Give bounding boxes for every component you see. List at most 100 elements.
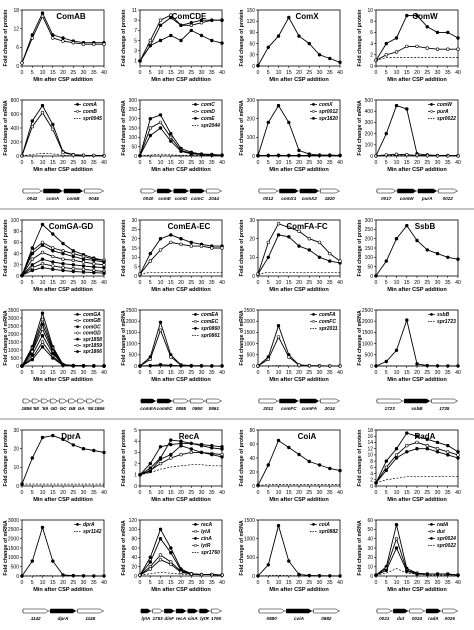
data-point (51, 254, 55, 259)
data-point (199, 444, 204, 448)
series-line-spr0022 (375, 568, 458, 576)
gene-arrow (31, 398, 40, 404)
x-tick-label: 35 (327, 280, 333, 286)
x-tick-label: 30 (81, 490, 87, 496)
y-tick-label: 0 (16, 64, 19, 70)
x-tick-label: 0 (375, 580, 378, 586)
gene-arrow (43, 188, 63, 194)
x-tick-label: 15 (286, 70, 292, 76)
y-tick-label: 2500 (244, 308, 255, 314)
x-tick-label: 0 (375, 160, 378, 166)
data-point (199, 18, 204, 22)
data-point (81, 364, 86, 368)
data-point (446, 47, 450, 51)
data-point (307, 573, 311, 578)
x-tick-label: 25 (188, 490, 194, 496)
y-tick-label: 100 (129, 527, 138, 533)
x-tick-label: 35 (445, 280, 451, 286)
series-line-s2 (139, 271, 222, 275)
x-axis-label: Min after CSP addition (33, 377, 93, 383)
data-point (328, 466, 332, 471)
y-tick-label: 11 (132, 8, 137, 14)
x-tick-label: 15 (286, 490, 292, 496)
legend-label: comEA (201, 312, 219, 318)
x-tick-label: 35 (445, 580, 451, 586)
legend-label: comFA (319, 312, 336, 318)
panel-7-mrna: 0 5 10 15 20 25 30 35 40 0 500 1000 1500 2000 2500 Min … (357, 308, 461, 383)
series-line-ssbB (375, 318, 458, 367)
y-tick-label: 4 (134, 439, 137, 445)
data-point (30, 249, 34, 253)
gene-label: 0024 (412, 616, 423, 621)
legend-marker (430, 109, 433, 113)
y-tick-label: 100 (129, 135, 138, 141)
gene-arrow (279, 398, 299, 404)
gene-label: '59 (42, 406, 49, 411)
legend-label: purA (436, 109, 449, 115)
data-point (446, 453, 450, 457)
data-point (384, 41, 388, 46)
x-tick-label: 20 (178, 370, 184, 376)
legend-marker (312, 102, 315, 106)
data-point (276, 153, 281, 158)
data-point (30, 265, 34, 270)
data-point (425, 447, 429, 451)
y-tick-label: 14 (367, 440, 373, 446)
x-tick-label: 25 (70, 580, 76, 586)
data-point (158, 38, 163, 43)
data-point (394, 50, 399, 54)
x-tick-label: 35 (327, 490, 333, 496)
x-tick-label: 10 (276, 490, 282, 496)
x-tick-label: 15 (168, 280, 174, 286)
x-tick-label: 25 (424, 160, 430, 166)
x-tick-label: 20 (414, 370, 420, 376)
x-tick-label: 20 (178, 490, 184, 496)
x-tick-label: 15 (168, 490, 174, 496)
x-tick-label: 40 (219, 160, 225, 166)
data-point (169, 438, 173, 442)
data-point (287, 153, 291, 158)
gene-label: comC (191, 196, 204, 201)
data-point (199, 33, 204, 38)
y-tick-label: 20 (13, 446, 19, 452)
panel-9-gene-map: lytA 1753 dinF recA cinA lytR 1760 (140, 608, 222, 621)
y-tick-label: 30 (249, 53, 255, 59)
legend-marker (194, 522, 197, 526)
data-point (328, 56, 332, 61)
data-point (266, 240, 270, 245)
data-point (287, 15, 291, 20)
y-tick-label: 1000 (126, 341, 137, 347)
legend-label: spr1859 (83, 343, 102, 349)
data-point (210, 38, 214, 43)
gene-label: 0882 (321, 616, 332, 621)
gene-label: GD (50, 406, 58, 411)
panel-10-mrna: 0 5 10 15 20 25 30 35 40 0 500 1000 1500 Min after CS… (239, 518, 343, 593)
panel-title: ComCDE (172, 12, 207, 21)
y-tick-label: 0 (370, 574, 373, 580)
x-tick-label: 35 (91, 280, 97, 286)
data-point (394, 456, 399, 460)
y-tick-label: 80 (131, 536, 137, 542)
x-axis-label: Min after CSP addition (151, 377, 211, 383)
gene-arrow (187, 608, 199, 614)
y-tick-label: 500 (129, 353, 138, 359)
legend-label: coiA (319, 522, 330, 528)
data-point (148, 116, 153, 121)
y-tick-label: 500 (247, 353, 256, 359)
gene-arrow (199, 608, 210, 614)
gene-label: ssbB (411, 406, 423, 411)
data-point (61, 241, 65, 246)
x-tick-label: 0 (21, 70, 24, 76)
gene-arrow (173, 398, 189, 404)
gene-label: 1725 (439, 406, 450, 411)
legend-marker (430, 536, 433, 540)
x-tick-label: 0 (21, 370, 24, 376)
data-point (266, 563, 270, 567)
x-tick-label: 40 (455, 70, 461, 76)
data-point (148, 43, 153, 48)
data-point (148, 567, 153, 571)
y-tick-label: 1500 (8, 546, 19, 552)
